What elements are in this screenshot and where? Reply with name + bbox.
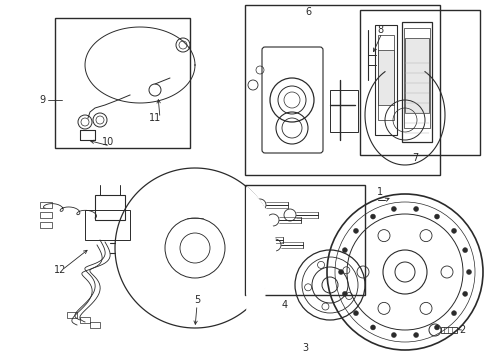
Text: 11: 11 [149,113,161,123]
Bar [375,25,397,135]
Text: 7: 7 [412,153,418,163]
Circle shape [392,207,396,211]
Text: 8: 8 [377,25,383,35]
Circle shape [353,311,359,316]
Circle shape [370,214,375,219]
Text: 2: 2 [459,325,465,335]
Bar [80,317,90,323]
Bar [360,10,480,155]
Text: 10: 10 [102,137,114,147]
Bar [40,222,52,228]
Bar [402,22,432,142]
Bar [441,327,457,333]
Text: 4: 4 [282,300,288,310]
Bar [378,35,394,120]
Bar [245,185,365,295]
Bar [85,210,130,240]
Text: 9: 9 [39,95,45,105]
Circle shape [343,248,347,253]
Circle shape [392,333,396,338]
Bar [245,5,440,175]
Circle shape [451,228,457,233]
Circle shape [353,228,359,233]
Text: 5: 5 [194,295,200,305]
Bar [40,212,52,218]
Circle shape [463,248,467,253]
Bar [404,28,430,128]
Bar [405,38,429,113]
Text: 3: 3 [302,343,308,353]
Circle shape [466,270,471,274]
Circle shape [343,291,347,296]
Bar [330,90,358,132]
Text: 12: 12 [54,265,66,275]
Circle shape [339,270,343,274]
Circle shape [463,291,467,296]
Bar [55,18,190,148]
Circle shape [435,214,440,219]
Circle shape [370,325,375,330]
Bar [40,202,52,208]
Bar [67,312,77,318]
Circle shape [451,311,457,316]
Bar [378,50,394,105]
Bar [90,322,100,328]
Circle shape [414,333,418,338]
Text: 1: 1 [377,187,383,197]
Bar [95,195,125,220]
Circle shape [414,207,418,211]
Text: 6: 6 [305,7,311,17]
Circle shape [435,325,440,330]
